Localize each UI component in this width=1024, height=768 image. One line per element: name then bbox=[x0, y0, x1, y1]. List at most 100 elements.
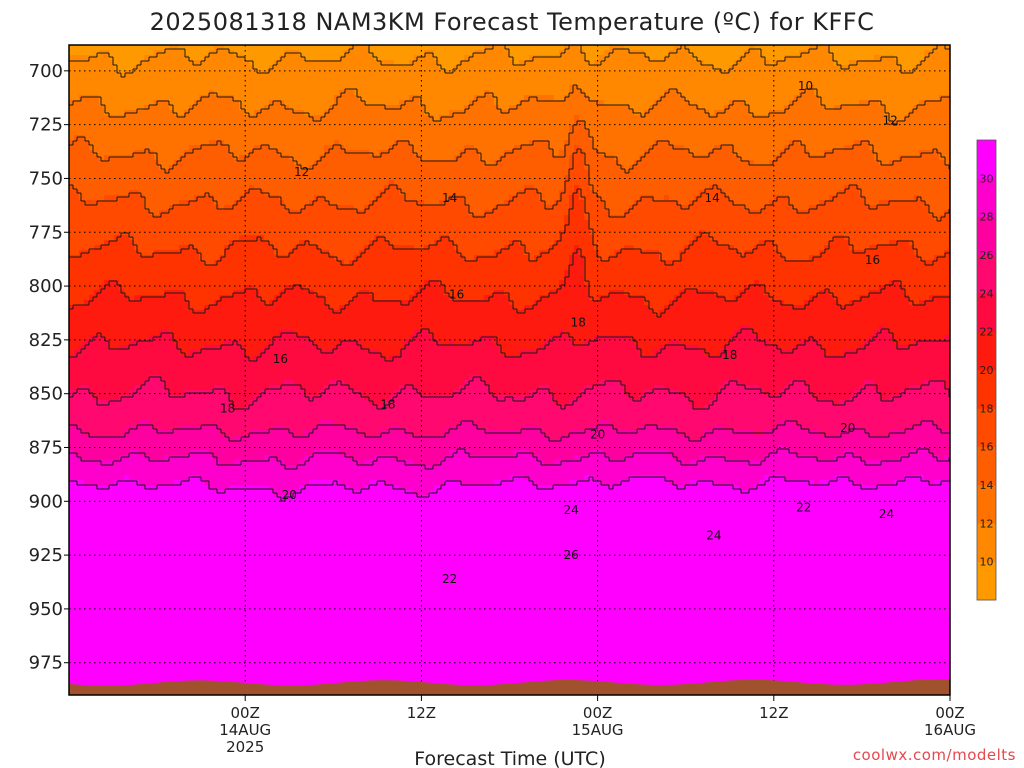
temperature-cell bbox=[184, 615, 190, 621]
temperature-cell bbox=[174, 255, 180, 261]
temperature-cell bbox=[189, 115, 195, 121]
temperature-cell bbox=[144, 390, 150, 396]
temperature-cell bbox=[119, 570, 125, 576]
temperature-cell bbox=[134, 280, 140, 286]
temperature-cell bbox=[99, 370, 105, 376]
temperature-cell bbox=[124, 55, 130, 61]
temperature-cell bbox=[79, 345, 85, 351]
temperature-cell bbox=[114, 585, 120, 591]
temperature-cell bbox=[114, 490, 120, 496]
temperature-cell bbox=[94, 195, 100, 201]
temperature-cell bbox=[224, 315, 230, 321]
temperature-cell bbox=[69, 280, 75, 286]
temperature-cell bbox=[174, 620, 180, 626]
temperature-cell bbox=[199, 95, 205, 101]
temperature-cell bbox=[179, 175, 185, 181]
temperature-cell bbox=[69, 560, 75, 566]
temperature-cell bbox=[119, 235, 125, 241]
temperature-cell bbox=[99, 165, 105, 171]
temperature-cell bbox=[84, 50, 90, 56]
temperature-cell bbox=[239, 205, 245, 211]
temperature-cell bbox=[104, 645, 110, 651]
temperature-cell bbox=[104, 310, 110, 316]
temperature-cell bbox=[89, 60, 95, 66]
temperature-cell bbox=[69, 555, 75, 561]
temperature-cell bbox=[104, 225, 110, 231]
temperature-cell bbox=[89, 610, 95, 616]
temperature-cell bbox=[194, 430, 200, 436]
temperature-cell bbox=[164, 510, 170, 516]
temperature-cell bbox=[149, 605, 155, 611]
temperature-cell bbox=[224, 655, 230, 661]
temperature-cell bbox=[164, 240, 170, 246]
temperature-cell bbox=[124, 170, 130, 176]
temperature-cell bbox=[194, 150, 200, 156]
temperature-cell bbox=[149, 60, 155, 66]
temperature-cell bbox=[89, 455, 95, 461]
temperature-cell bbox=[134, 125, 140, 131]
temperature-cell bbox=[234, 310, 240, 316]
temperature-cell bbox=[239, 250, 245, 256]
temperature-cell bbox=[109, 545, 115, 551]
temperature-cell bbox=[94, 225, 100, 231]
temperature-cell bbox=[149, 465, 155, 471]
temperature-cell bbox=[69, 345, 75, 351]
temperature-cell bbox=[74, 430, 80, 436]
temperature-cell bbox=[174, 165, 180, 171]
temperature-cell bbox=[69, 540, 75, 546]
temperature-cell bbox=[174, 580, 180, 586]
temperature-cell bbox=[209, 395, 215, 401]
temperature-cell bbox=[139, 435, 145, 441]
temperature-cell bbox=[189, 215, 195, 221]
temperature-cell bbox=[154, 140, 160, 146]
temperature-cell bbox=[199, 245, 205, 251]
temperature-cell bbox=[219, 245, 225, 251]
temperature-cell bbox=[169, 525, 175, 531]
temperature-cell bbox=[99, 135, 105, 141]
temperature-cell bbox=[209, 145, 215, 151]
temperature-cell bbox=[204, 415, 210, 421]
temperature-cell bbox=[189, 105, 195, 111]
temperature-cell bbox=[89, 450, 95, 456]
temperature-cell bbox=[224, 480, 230, 486]
temperature-cell bbox=[129, 350, 135, 356]
temperature-cell bbox=[169, 220, 175, 226]
temperature-cell bbox=[204, 620, 210, 626]
temperature-cell bbox=[214, 390, 220, 396]
temperature-cell bbox=[149, 610, 155, 616]
temperature-cell bbox=[79, 180, 85, 186]
temperature-cell bbox=[259, 90, 265, 96]
temperature-cell bbox=[194, 130, 200, 136]
temperature-cell bbox=[114, 85, 120, 91]
temperature-cell bbox=[214, 600, 220, 606]
temperature-cell bbox=[79, 130, 85, 136]
temperature-cell bbox=[164, 105, 170, 111]
temperature-cell bbox=[109, 540, 115, 546]
temperature-cell bbox=[109, 165, 115, 171]
temperature-cell bbox=[159, 200, 165, 206]
temperature-cell bbox=[154, 475, 160, 481]
temperature-cell bbox=[94, 165, 100, 171]
temperature-cell bbox=[189, 520, 195, 526]
temperature-cell bbox=[164, 350, 170, 356]
temperature-cell bbox=[209, 650, 215, 656]
temperature-cell bbox=[159, 220, 165, 226]
temperature-cell bbox=[69, 250, 75, 256]
temperature-cell bbox=[89, 125, 95, 131]
temperature-cell bbox=[189, 545, 195, 551]
temperature-cell bbox=[94, 240, 100, 246]
temperature-cell bbox=[239, 540, 245, 546]
temperature-cell bbox=[229, 330, 235, 336]
temperature-cell bbox=[109, 330, 115, 336]
temperature-cell bbox=[164, 525, 170, 531]
temperature-cell bbox=[104, 170, 110, 176]
temperature-cell bbox=[169, 395, 175, 401]
temperature-cell bbox=[119, 55, 125, 61]
temperature-cell bbox=[134, 505, 140, 511]
temperature-cell bbox=[164, 260, 170, 266]
temperature-cell bbox=[139, 675, 145, 681]
temperature-cell bbox=[194, 385, 200, 391]
temperature-cell bbox=[79, 330, 85, 336]
temperature-cell bbox=[169, 345, 175, 351]
temperature-cell bbox=[124, 400, 130, 406]
